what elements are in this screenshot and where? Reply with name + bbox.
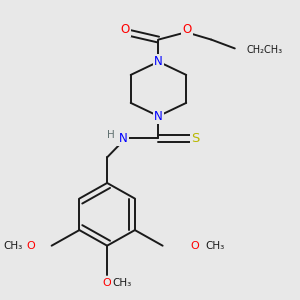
Text: O: O <box>103 278 112 288</box>
Text: H: H <box>107 130 115 140</box>
Text: CH₃: CH₃ <box>113 278 132 288</box>
Text: CH₂CH₃: CH₂CH₃ <box>246 45 283 55</box>
Text: O: O <box>190 241 199 251</box>
Text: O: O <box>182 23 192 36</box>
Text: S: S <box>191 132 200 145</box>
Text: CH₃: CH₃ <box>206 241 225 251</box>
Text: N: N <box>154 110 163 123</box>
Text: CH₃: CH₃ <box>3 241 22 251</box>
Text: N: N <box>154 55 163 68</box>
Text: N: N <box>118 132 127 145</box>
Text: O: O <box>26 241 35 251</box>
Text: O: O <box>121 23 130 36</box>
